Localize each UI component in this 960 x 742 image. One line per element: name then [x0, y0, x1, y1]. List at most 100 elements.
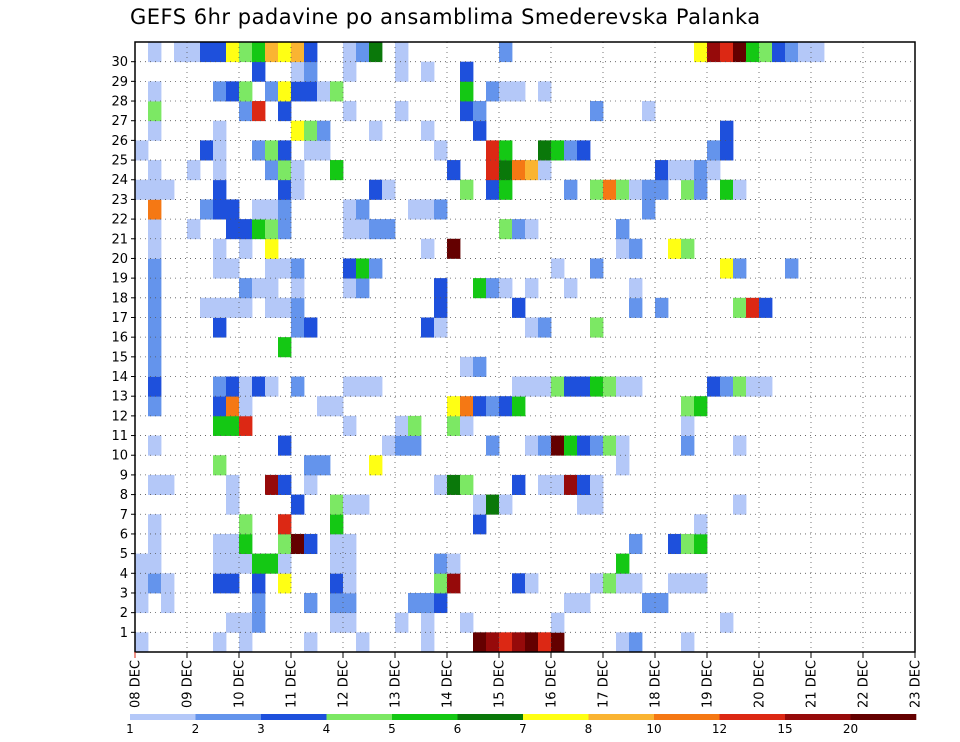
heatmap-cell [226, 42, 240, 63]
heatmap-cell [577, 592, 591, 614]
heatmap-cell [239, 297, 253, 318]
heatmap-cell [681, 238, 695, 259]
heatmap-cell [590, 101, 604, 122]
heatmap-cell [811, 42, 825, 63]
heatmap-cell [226, 376, 240, 397]
heatmap-cell [434, 140, 448, 161]
heatmap-cell [616, 553, 630, 574]
heatmap-cell [512, 160, 526, 181]
y-tick-label: 19 [111, 272, 128, 287]
heatmap-cell [369, 376, 383, 397]
heatmap-cell [278, 140, 292, 161]
heatmap-cell [538, 160, 552, 181]
heatmap-cell [252, 376, 266, 397]
heatmap-cell [655, 179, 669, 200]
heatmap-cell [200, 140, 214, 161]
heatmap-cell [239, 278, 253, 299]
heatmap-cell [525, 632, 539, 653]
legend-label: 12 [712, 722, 727, 736]
heatmap-cell [343, 258, 357, 279]
legend-label: 10 [646, 722, 661, 736]
heatmap-cell [304, 317, 318, 338]
heatmap-cell [343, 494, 357, 515]
heatmap-cell [538, 317, 552, 338]
heatmap-cell [629, 573, 643, 594]
heatmap-cell [616, 573, 630, 594]
heatmap-cell [148, 435, 162, 456]
heatmap-cell [226, 474, 240, 495]
heatmap-cell [447, 238, 461, 259]
legend-label: 15 [777, 722, 792, 736]
heatmap-cell [473, 396, 487, 417]
heatmap-cell [369, 42, 383, 63]
heatmap-cell [603, 435, 617, 456]
legend-label: 3 [257, 722, 265, 736]
heatmap-cell [239, 376, 253, 397]
y-tick-label: 25 [111, 154, 128, 169]
legend-swatch [457, 714, 524, 720]
heatmap-cell [538, 376, 552, 397]
heatmap-cell [720, 612, 734, 633]
y-tick-label: 11 [111, 429, 128, 444]
heatmap-cell [460, 101, 474, 122]
legend-swatch [195, 714, 262, 720]
legend-label: 2 [192, 722, 200, 736]
heatmap-cell [629, 297, 643, 318]
heatmap-cell [538, 140, 552, 161]
heatmap-cell [512, 219, 526, 240]
legend-swatch [130, 714, 196, 720]
heatmap-cell [200, 199, 214, 220]
heatmap-cell [642, 179, 656, 200]
heatmap-cell [265, 81, 279, 102]
heatmap-cell [512, 474, 526, 495]
heatmap-cell [629, 278, 643, 299]
color-legend: 1 2 3 4 5 6 7 8 10 12 15 20 [126, 714, 917, 736]
heatmap-cell [525, 376, 539, 397]
heatmap-cell [278, 258, 292, 279]
x-tick-label: 09 DEC [181, 660, 196, 708]
heatmap-cell [395, 612, 409, 633]
x-tick-label: 15 DEC [493, 660, 508, 708]
heatmap-cell [707, 376, 721, 397]
heatmap-cell [148, 238, 162, 259]
heatmap-cell [616, 238, 630, 259]
heatmap-cell [512, 376, 526, 397]
heatmap-cell [356, 199, 370, 220]
heatmap-cell [434, 573, 448, 594]
heatmap-cell [759, 297, 773, 318]
heatmap-cell [577, 140, 591, 161]
heatmap-cell [239, 553, 253, 574]
heatmap-cell [304, 533, 318, 555]
heatmap-cell [499, 81, 513, 102]
heatmap-cell [369, 258, 383, 279]
heatmap-cell [148, 356, 162, 377]
heatmap-cell [499, 140, 513, 161]
heatmap-cell [369, 219, 383, 240]
heatmap-cell [590, 376, 604, 397]
heatmap-cell [733, 435, 747, 456]
heatmap-cell [343, 219, 357, 240]
heatmap-cell [460, 81, 474, 102]
heatmap-cell [239, 514, 253, 535]
heatmap-cell [421, 199, 435, 220]
heatmap-cell [668, 533, 682, 555]
heatmap-cell [551, 474, 565, 495]
heatmap-cell [252, 101, 266, 122]
y-tick-label: 20 [111, 252, 128, 267]
heatmap-cell [668, 160, 682, 181]
heatmap-cell [408, 415, 422, 436]
legend-label: 1 [126, 722, 134, 736]
heatmap-cell [317, 396, 331, 417]
heatmap-cell [252, 219, 266, 240]
heatmap-cell [395, 61, 409, 82]
legend-swatch [719, 714, 786, 720]
heatmap-cell [681, 415, 695, 436]
heatmap-cell [590, 474, 604, 495]
heatmap-cell [343, 415, 357, 436]
heatmap-cell [655, 297, 669, 318]
heatmap-cell [265, 376, 279, 397]
heatmap-cell [668, 238, 682, 259]
heatmap-cell [148, 81, 162, 102]
heatmap-cell [577, 474, 591, 495]
heatmap-cell [421, 592, 435, 614]
